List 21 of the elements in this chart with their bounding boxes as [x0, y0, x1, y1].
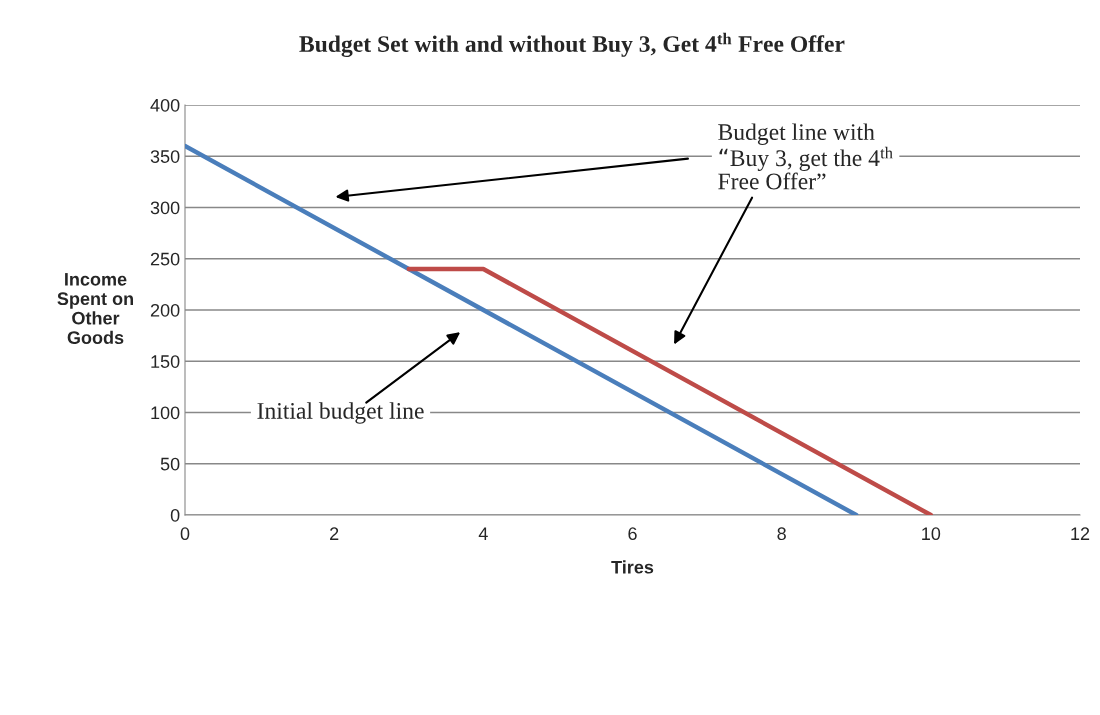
y-tick-label: 100 — [151, 406, 180, 420]
y-tick-label: 350 — [150, 150, 180, 163]
text: Budget line with “Buy 3, get the 4$^{th}$ Free Offer” — [718, 123, 893, 190]
x-tick-label: 10 — [922, 527, 941, 541]
x-tick-label: 0 — [180, 527, 190, 541]
y-tick-label: 250 — [150, 252, 180, 266]
x-tick-label: 12 — [1071, 527, 1090, 540]
y-tick-label: 300 — [150, 201, 180, 215]
chart-title: Budget Set with and without Buy 3, Get 4$^{th}$ Free Offer — [299, 32, 845, 57]
x-axis-title: Tires — [611, 560, 654, 574]
y-tick-label: 50 — [160, 457, 180, 471]
x-tick-label: 2 — [330, 527, 339, 540]
y-tick-label: 150 — [151, 355, 180, 368]
x-tick-label: 4 — [478, 527, 488, 540]
y-tick-label: 0 — [170, 508, 180, 522]
x-tick-label: 8 — [777, 527, 786, 541]
x-tick-label: 6 — [628, 527, 637, 541]
y-tick-label: 200 — [150, 303, 180, 317]
y-tick-label: 400 — [150, 98, 180, 112]
annotation: Initial budget line — [257, 402, 424, 424]
y-axis-title: Income Spent on Other Goods — [57, 273, 133, 345]
